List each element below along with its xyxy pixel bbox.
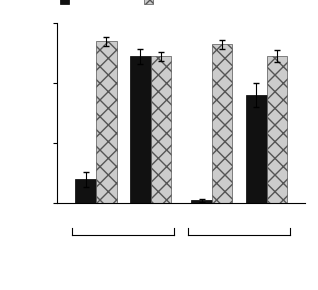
Bar <box>151 56 171 203</box>
Bar <box>96 41 116 203</box>
Bar <box>212 44 232 203</box>
Bar <box>191 200 212 203</box>
Bar <box>246 95 266 203</box>
Bar <box>266 56 287 203</box>
Bar <box>75 179 96 203</box>
Legend: ヨツボシ放飼区, 無放飼区: ヨツボシ放飼区, 無放飼区 <box>59 0 193 5</box>
Bar <box>130 56 151 203</box>
